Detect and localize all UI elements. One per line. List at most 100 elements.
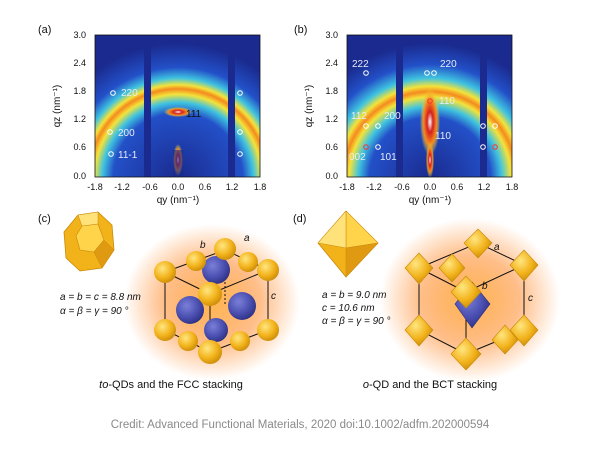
lattice-vector-b: b [482, 281, 488, 292]
panel-c-caption: to-QDs and the FCC stacking [99, 379, 243, 391]
panel-a-x-ticks: -1.8 -1.2 -0.6 0.0 0.6 1.2 1.8 [87, 182, 266, 192]
panel-b-frame [346, 34, 513, 178]
panel-b: (b) 222 220 1 [294, 24, 518, 206]
x-axis-label: qy (nm⁻¹) [409, 195, 452, 206]
y-tick-label: 2.4 [325, 58, 338, 68]
x-axis-label: qy (nm⁻¹) [157, 195, 200, 206]
index-label: 111 [186, 109, 202, 120]
peak-marker [375, 123, 381, 129]
panel-a-frame [94, 34, 261, 178]
panel-c-label: (c) [38, 213, 51, 225]
y-tick-label: 0.0 [73, 171, 86, 181]
peak-marker [237, 129, 243, 135]
fcc-lattice-params: a = b = c = 8.8 nm [60, 292, 141, 303]
lattice-vector-c: c [271, 291, 276, 302]
peak-marker [480, 123, 486, 129]
panel-d-caption: o-QD and the BCT stacking [363, 379, 497, 391]
index-label: 110 [439, 96, 455, 107]
x-tick-label: 0.0 [424, 182, 437, 192]
y-axis-label: qz (nm⁻¹) [52, 85, 63, 128]
y-tick-label: 0.0 [325, 171, 338, 181]
index-label: 220 [121, 88, 138, 99]
y-tick-label: 3.0 [325, 30, 338, 40]
x-tick-label: -0.6 [394, 182, 410, 192]
image-credit: Credit: Advanced Functional Materials, 2… [110, 419, 490, 431]
panel-b-y-ticks: 3.0 2.4 1.8 1.2 0.6 0.0 [325, 30, 338, 181]
caption-text: -QD and the BCT stacking [369, 379, 497, 391]
y-tick-label: 2.4 [73, 58, 86, 68]
peak-marker [424, 70, 430, 76]
index-label: 220 [440, 59, 457, 70]
peak-marker [431, 70, 437, 76]
panel-a: (a) 220 111 200 11-1 [38, 24, 266, 206]
peak-marker [107, 129, 113, 135]
y-tick-label: 1.8 [325, 86, 338, 96]
caption-text: -QDs and the FCC stacking [108, 379, 243, 391]
peak-marker [375, 144, 381, 150]
panel-b-detector-image [347, 35, 512, 177]
y-tick-label: 0.6 [73, 142, 86, 152]
x-tick-label: -1.2 [366, 182, 382, 192]
fcc-lattice-angles: α = β = γ = 90 ° [60, 306, 129, 317]
x-tick-label: -0.6 [142, 182, 158, 192]
panel-b-x-ticks: -1.8 -1.2 -0.6 0.0 0.6 1.2 1.8 [339, 182, 518, 192]
bct-lattice-params-ab: a = b = 9.0 nm [322, 290, 387, 301]
x-tick-label: -1.8 [339, 182, 355, 192]
lattice-vector-a: a [494, 242, 500, 253]
x-tick-label: 0.6 [451, 182, 464, 192]
truncated-octahedron-model [63, 211, 115, 272]
x-tick-label: 0.6 [199, 182, 212, 192]
x-tick-label: 0.0 [172, 182, 185, 192]
index-label: 200 [118, 128, 135, 139]
panel-c: (c) [38, 211, 300, 391]
fcc-lattice-model [124, 224, 300, 380]
x-tick-label: 1.2 [478, 182, 491, 192]
peak-marker [237, 151, 243, 157]
index-label: 200 [384, 111, 401, 122]
bct-lattice-params-c: c = 10.6 nm [322, 303, 375, 314]
index-label: 11-1 [118, 150, 138, 161]
caption-italic: to [99, 379, 108, 391]
peak-marker [363, 123, 369, 129]
peak-marker [363, 70, 369, 76]
index-label: 222 [352, 59, 369, 70]
index-label: 101 [380, 152, 397, 163]
panel-a-y-ticks: 3.0 2.4 1.8 1.2 0.6 0.0 [73, 30, 86, 181]
x-tick-label: 1.2 [226, 182, 239, 192]
bct-lattice-model [380, 218, 560, 382]
lattice-vector-b: b [200, 240, 206, 251]
index-label: 112 [351, 111, 367, 122]
panel-b-peak-markers [363, 70, 498, 150]
y-axis-label: qz (nm⁻¹) [304, 85, 315, 128]
bct-lattice-angles: α = β = γ = 90 ° [322, 316, 391, 327]
peak-marker [108, 151, 114, 157]
lattice-vector-c: c [528, 293, 533, 304]
peak-marker [110, 90, 116, 96]
peak-marker [363, 144, 369, 150]
x-tick-label: 1.8 [254, 182, 267, 192]
panel-a-detector-image [95, 35, 260, 177]
octahedron-model [317, 210, 379, 278]
panel-d: (d) [293, 210, 560, 391]
index-label: 002 [349, 152, 366, 163]
peak-marker [492, 144, 498, 150]
panel-a-peak-markers [107, 90, 243, 157]
x-tick-label: 1.8 [506, 182, 519, 192]
peak-marker [492, 123, 498, 129]
y-tick-label: 1.2 [325, 114, 338, 124]
y-tick-label: 0.6 [325, 142, 338, 152]
panel-a-label: (a) [38, 24, 51, 36]
peak-marker [427, 98, 433, 104]
panel-b-label: (b) [294, 24, 307, 36]
y-tick-label: 3.0 [73, 30, 86, 40]
index-label: 110 [435, 131, 451, 142]
lattice-vector-a: a [244, 233, 250, 244]
y-tick-label: 1.8 [73, 86, 86, 96]
y-tick-label: 1.2 [73, 114, 86, 124]
x-tick-label: -1.8 [87, 182, 103, 192]
panel-d-label: (d) [293, 213, 306, 225]
caption-italic: o [363, 379, 369, 391]
x-tick-label: -1.2 [114, 182, 130, 192]
peak-marker [237, 90, 243, 96]
